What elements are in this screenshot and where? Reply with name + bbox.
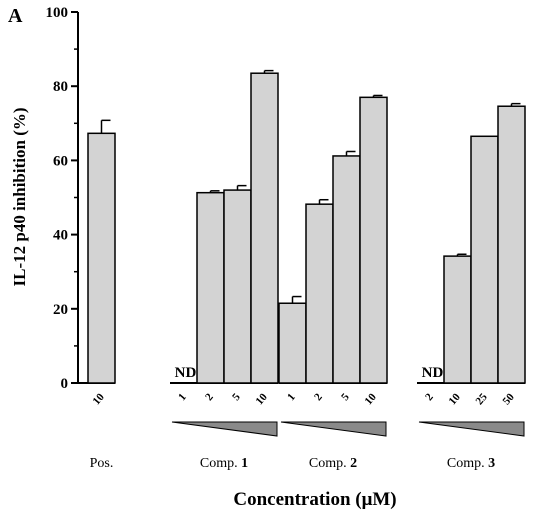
group-label: Comp. 2: [309, 456, 357, 471]
bar: [250, 72, 279, 384]
bar-layer: [87, 69, 526, 384]
bar: [278, 302, 307, 384]
x-tick-label: 2: [203, 391, 216, 403]
nd-label: ND: [175, 365, 197, 381]
bar: [497, 105, 526, 384]
x-tick-label: 1: [285, 391, 298, 403]
x-tick-label: 10: [447, 391, 464, 408]
group-label: Comp. 1: [200, 456, 248, 471]
x-tick-label: 25: [474, 391, 491, 408]
y-tick-label: 60: [53, 153, 68, 169]
nd-label: ND: [422, 365, 444, 381]
y-tick-label: 100: [46, 5, 69, 21]
group-label: Comp. 3: [447, 456, 495, 471]
x-tick-label: 10: [254, 391, 271, 408]
bar: [332, 155, 361, 384]
bar: [470, 135, 499, 384]
y-tick-label: 80: [53, 79, 68, 95]
panel-label: A: [8, 5, 23, 27]
x-tick-label: 5: [230, 391, 243, 403]
x-tick-label: 1: [176, 391, 189, 403]
x-tick-label: 50: [501, 391, 518, 408]
concentration-wedge: [418, 421, 525, 437]
y-axis-label: IL-12 p40 inhibition (%): [10, 107, 29, 286]
y-tick-label: 40: [53, 228, 68, 244]
concentration-wedge: [280, 421, 387, 437]
bar: [196, 191, 225, 384]
group-label: Pos.: [90, 456, 114, 471]
x-tick-label: 5: [339, 391, 352, 403]
x-tick-label: 2: [312, 391, 325, 403]
x-tick-label: 2: [423, 391, 436, 403]
bar: [443, 255, 472, 384]
bar: [359, 96, 388, 384]
bar: [223, 189, 252, 384]
x-axis-label: Concentration (μM): [233, 489, 396, 510]
concentration-wedge: [171, 421, 278, 437]
bar: [305, 203, 334, 384]
y-tick-label: 0: [61, 376, 69, 392]
x-tick-label: 10: [91, 391, 108, 408]
bar: [87, 132, 116, 384]
y-tick-label: 20: [53, 302, 68, 318]
x-tick-label: 10: [363, 391, 380, 408]
